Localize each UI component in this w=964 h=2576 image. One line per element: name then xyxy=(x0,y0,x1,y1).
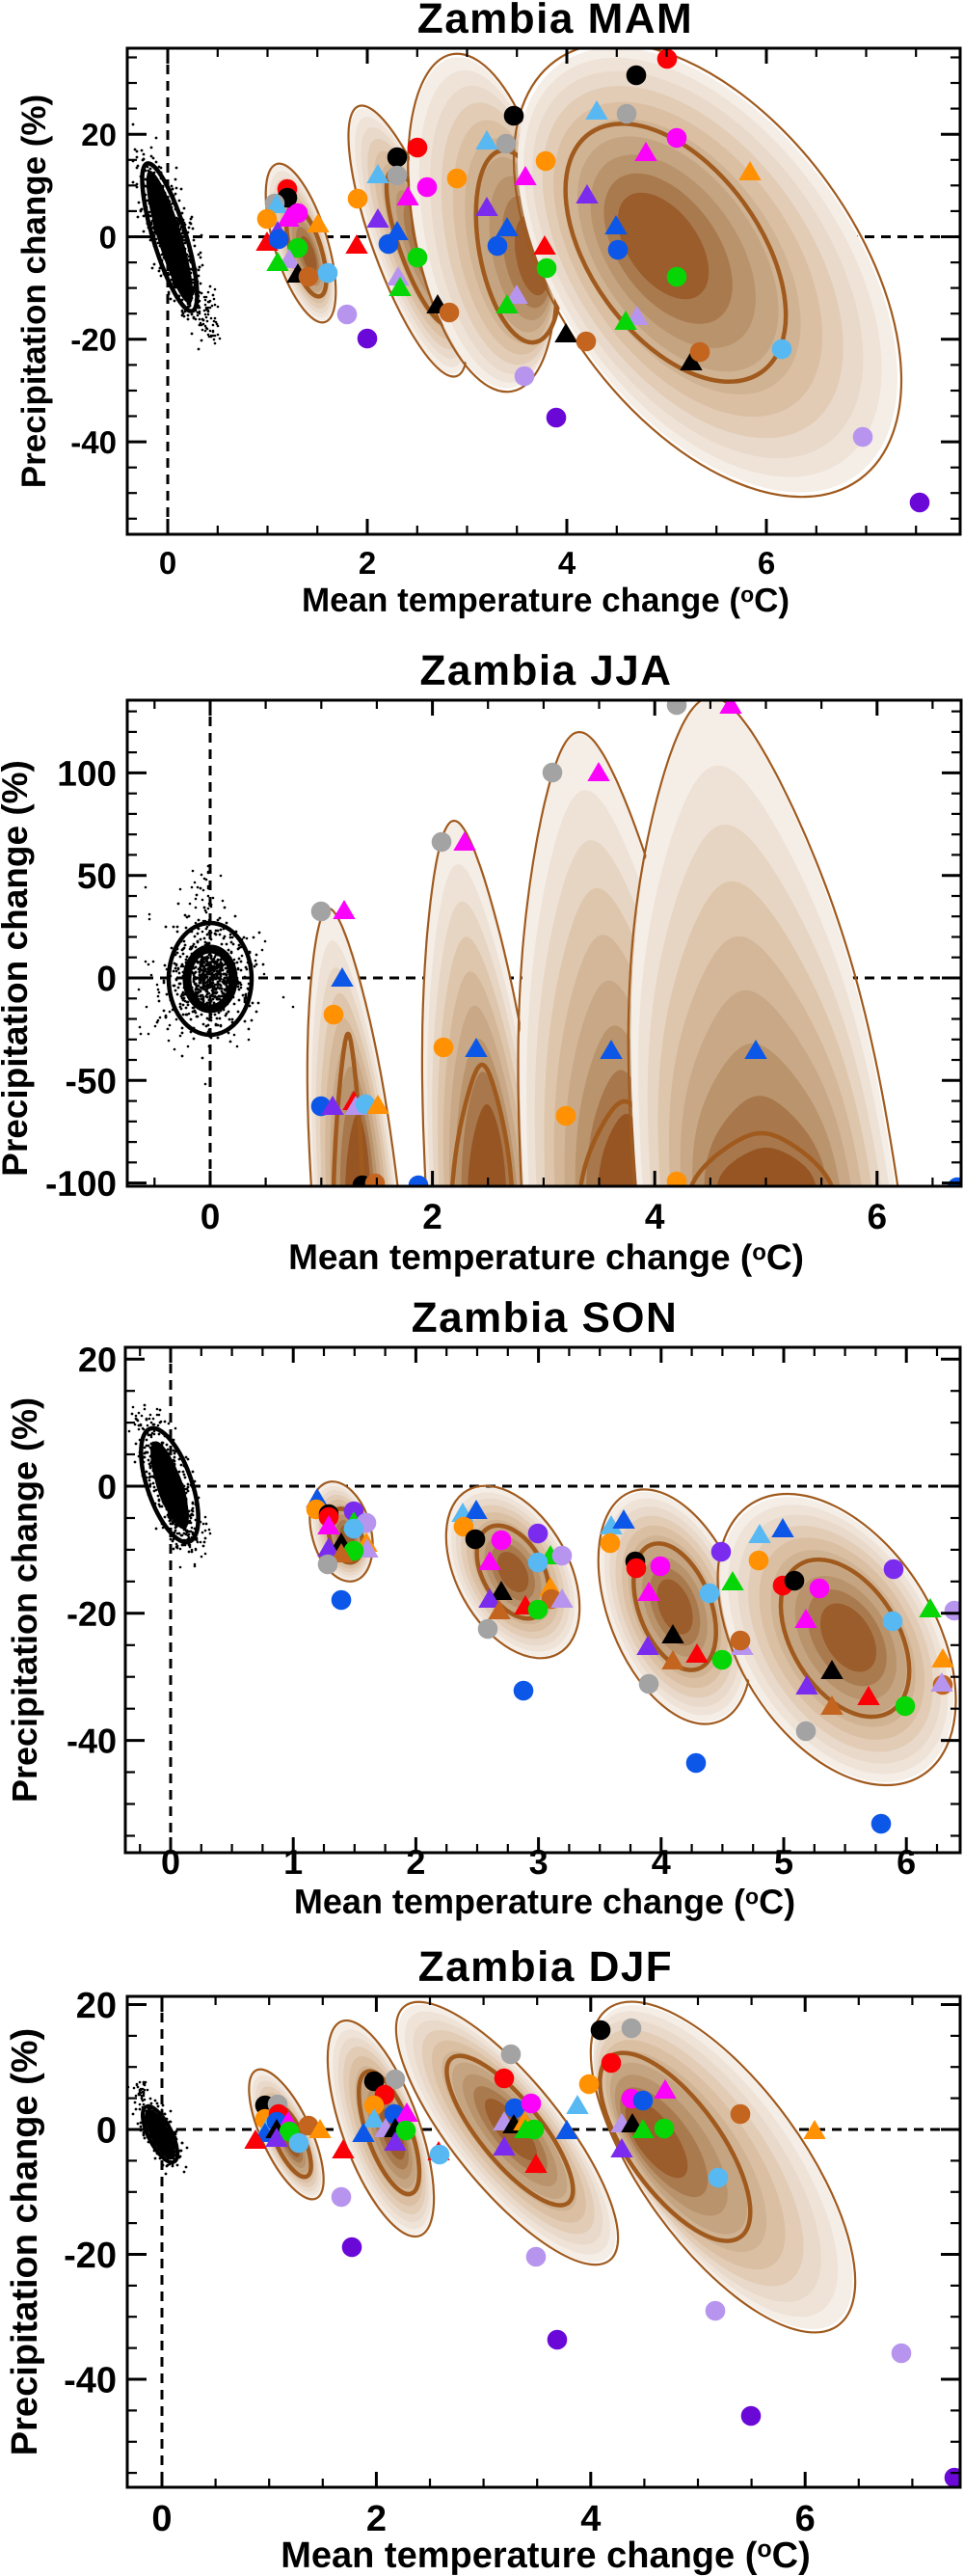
svg-text:Zambia SON: Zambia SON xyxy=(412,1294,679,1342)
svg-text:Zambia DJF: Zambia DJF xyxy=(418,1943,673,1991)
svg-text:2: 2 xyxy=(406,1842,425,1882)
svg-text:2: 2 xyxy=(359,545,376,581)
svg-text:Precipitation change (%): Precipitation change (%) xyxy=(15,95,53,488)
svg-text:3: 3 xyxy=(529,1842,549,1882)
svg-text:-40: -40 xyxy=(64,2361,117,2401)
svg-text:2: 2 xyxy=(422,1197,442,1236)
svg-text:4: 4 xyxy=(558,545,576,581)
svg-text:6: 6 xyxy=(868,1197,888,1236)
svg-text:5: 5 xyxy=(774,1842,793,1882)
svg-text:100: 100 xyxy=(57,754,117,794)
svg-text:1: 1 xyxy=(283,1842,303,1882)
svg-text:Precipitation change (%): Precipitation change (%) xyxy=(5,2028,45,2455)
svg-text:-20: -20 xyxy=(70,322,117,358)
svg-text:-100: -100 xyxy=(45,1164,117,1204)
svg-text:0: 0 xyxy=(201,1197,221,1236)
svg-text:0: 0 xyxy=(96,2111,117,2152)
svg-text:20: 20 xyxy=(81,117,117,152)
svg-text:Mean temperature change (oC): Mean temperature change (oC) xyxy=(294,1882,795,1921)
svg-text:Zambia JJA: Zambia JJA xyxy=(420,647,673,694)
svg-text:4: 4 xyxy=(645,1197,665,1236)
svg-text:4: 4 xyxy=(580,2499,601,2539)
svg-text:-20: -20 xyxy=(67,1594,117,1634)
svg-text:Precipitation change (%): Precipitation change (%) xyxy=(5,1397,44,1803)
svg-text:0: 0 xyxy=(161,1842,180,1882)
svg-text:4: 4 xyxy=(652,1842,671,1882)
svg-text:0: 0 xyxy=(151,2499,172,2539)
svg-text:-50: -50 xyxy=(66,1062,118,1101)
svg-text:Zambia MAM: Zambia MAM xyxy=(417,0,693,42)
svg-text:Mean temperature change (oC): Mean temperature change (oC) xyxy=(288,1237,804,1277)
svg-text:2: 2 xyxy=(366,2499,387,2539)
svg-text:0: 0 xyxy=(96,959,117,998)
svg-text:6: 6 xyxy=(758,545,775,581)
svg-text:6: 6 xyxy=(897,1842,916,1882)
svg-text:0: 0 xyxy=(99,219,117,255)
svg-text:-40: -40 xyxy=(70,424,117,460)
svg-text:20: 20 xyxy=(76,1986,117,2026)
svg-text:Mean temperature change (oC): Mean temperature change (oC) xyxy=(302,582,790,619)
svg-text:6: 6 xyxy=(795,2499,816,2539)
svg-text:50: 50 xyxy=(77,856,117,896)
svg-text:Mean temperature change (oC): Mean temperature change (oC) xyxy=(281,2535,811,2576)
svg-text:20: 20 xyxy=(78,1340,117,1379)
svg-text:-40: -40 xyxy=(67,1722,117,1761)
svg-text:-20: -20 xyxy=(64,2236,117,2276)
svg-text:0: 0 xyxy=(159,545,176,581)
svg-text:Precipitation change (%): Precipitation change (%) xyxy=(0,760,35,1177)
svg-text:0: 0 xyxy=(97,1467,117,1506)
